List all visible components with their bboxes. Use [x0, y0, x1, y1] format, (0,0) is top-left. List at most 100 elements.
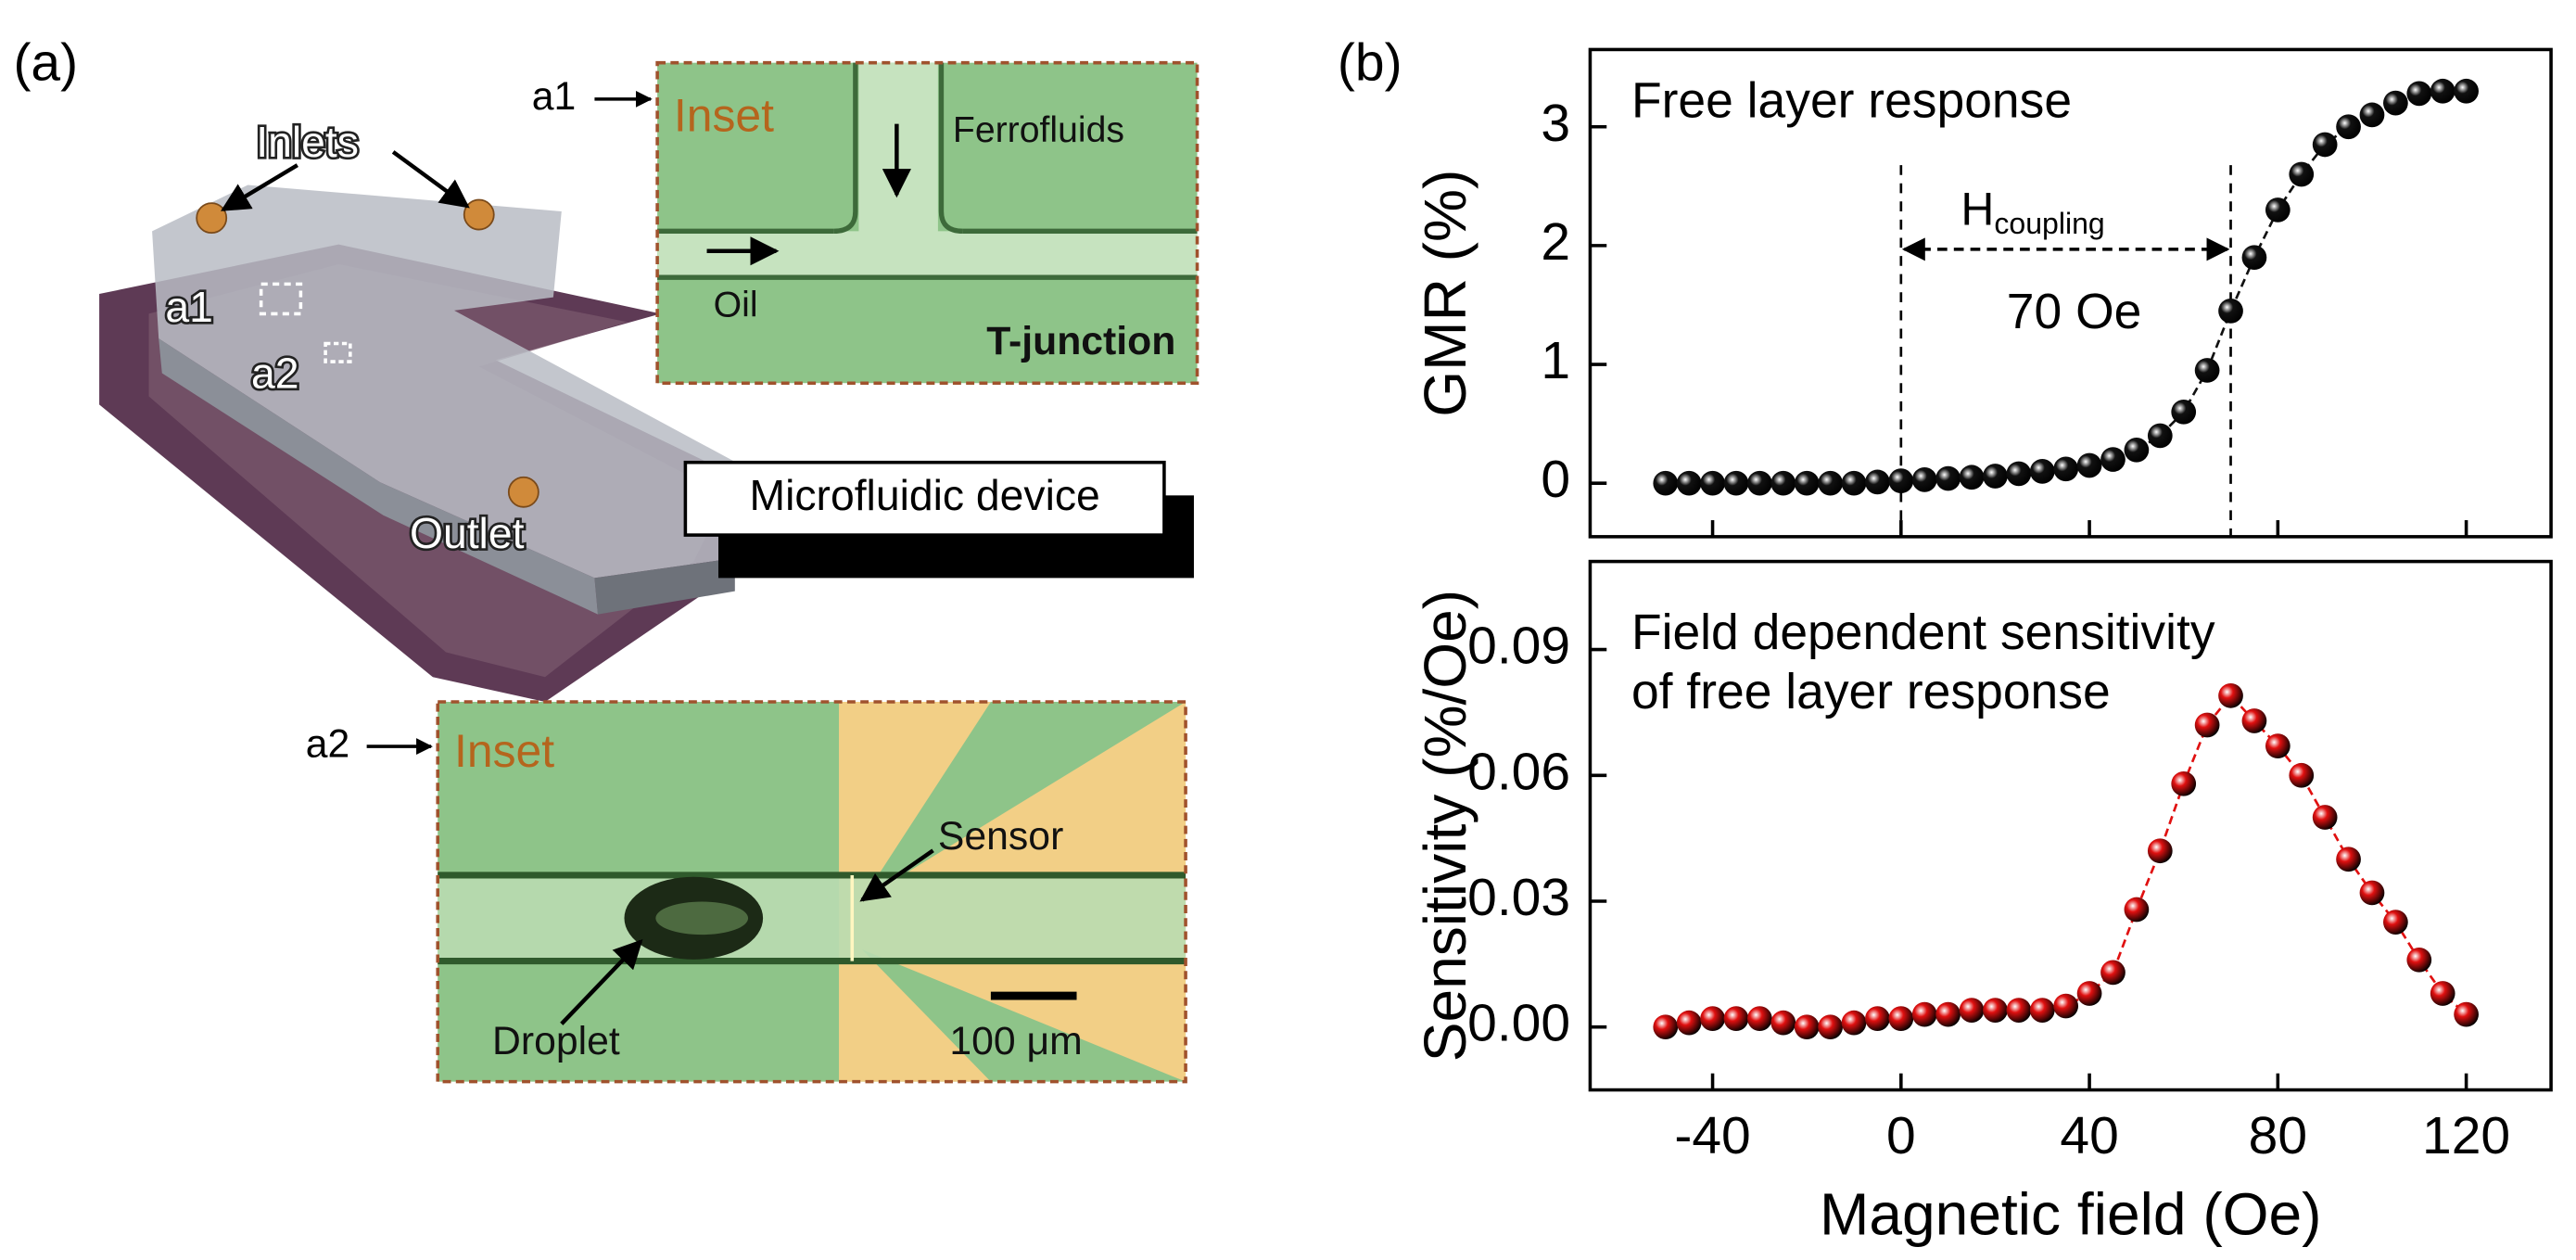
- data-point: [2194, 712, 2220, 738]
- data-point: [1770, 470, 1796, 496]
- data-point: [1794, 470, 1820, 496]
- data-point: [1676, 470, 1702, 496]
- data-point: [2289, 161, 2315, 187]
- data-point: [1653, 470, 1679, 496]
- data-point: [2312, 805, 2338, 830]
- inset-a2-image: [436, 700, 1187, 1084]
- data-point: [2289, 762, 2315, 788]
- label-box: [683, 460, 1166, 537]
- data-point: [2359, 102, 2385, 128]
- x-tick-label: 120: [2422, 1106, 2510, 1165]
- inset-label: Oil: [714, 286, 758, 325]
- x-tick-label: 0: [1886, 1106, 1916, 1165]
- data-point: [2194, 358, 2220, 383]
- inset-label: Ferrofluids: [953, 110, 1124, 150]
- data-point: [2029, 459, 2055, 484]
- data-point: [2430, 78, 2455, 104]
- inset-pointer: a2: [306, 721, 350, 766]
- inset-a1-image: [655, 60, 1199, 386]
- data-point: [1959, 998, 1985, 1023]
- data-point: [2053, 456, 2079, 482]
- inset-label: Droplet: [492, 1019, 620, 1063]
- inset-label: T-junction: [986, 319, 1175, 363]
- annotation: Free layer response: [1631, 73, 2072, 128]
- annotation: Field dependent sensitivity: [1631, 605, 2215, 660]
- data-point: [1865, 1006, 1890, 1032]
- data-point: [2100, 447, 2126, 472]
- data-point: [2241, 245, 2267, 271]
- data-point: [2076, 452, 2102, 478]
- photo-label: a2: [251, 349, 299, 397]
- y-tick-label: 0.06: [1467, 742, 1570, 801]
- data-point: [2454, 78, 2479, 104]
- inset-title: Inset: [674, 89, 774, 141]
- data-point: [1747, 1006, 1772, 1032]
- data-point: [2147, 838, 2173, 864]
- x-tick-label: 80: [2249, 1106, 2307, 1165]
- data-point: [1888, 468, 1914, 493]
- data-point: [2124, 437, 2150, 463]
- arrow: [391, 150, 470, 209]
- data-point: [1959, 465, 1985, 490]
- data-point: [1794, 1014, 1820, 1040]
- data-point: [2383, 90, 2408, 116]
- annotation: of free layer response: [1631, 665, 2111, 719]
- arrow: [221, 163, 298, 212]
- panel-label: (a): [13, 32, 78, 92]
- data-point: [1676, 1010, 1702, 1036]
- coupling-value: 70 Oe: [2007, 285, 2142, 339]
- coupling-label: Hcoupling: [1961, 184, 2104, 241]
- inset-title: Inset: [454, 725, 554, 777]
- data-point: [2336, 846, 2361, 872]
- data-point: [2359, 880, 2385, 906]
- data-point: [1723, 470, 1749, 496]
- data-point: [2265, 197, 2290, 223]
- x-tick-label: -40: [1674, 1106, 1750, 1165]
- data-point: [2454, 1001, 2479, 1027]
- data-point: [2100, 960, 2126, 986]
- data-point: [2218, 299, 2243, 324]
- data-point: [2147, 423, 2173, 449]
- scale-label: 100 μm: [949, 1019, 1082, 1063]
- device-photo: [99, 185, 777, 702]
- data-point: [2312, 132, 2338, 158]
- photo-label: Inlets: [256, 118, 359, 166]
- data-point: [2265, 733, 2290, 758]
- y-axis-label: Sensitivity (%/Oe): [1412, 590, 1478, 1062]
- inset-label: Sensor: [938, 814, 1063, 859]
- photo-label: Outlet: [410, 509, 525, 557]
- data-point: [1723, 1006, 1749, 1032]
- data-point: [2430, 981, 2455, 1006]
- plot-frame: [1588, 559, 2553, 1092]
- data-point: [2406, 947, 2432, 973]
- data-point: [1841, 470, 1867, 496]
- y-tick-label: 1: [1541, 331, 1570, 390]
- coupling-symbol: H: [1961, 184, 1994, 235]
- data-point: [1865, 469, 1890, 495]
- y-tick-label: 0: [1541, 450, 1570, 509]
- panel-label: (b): [1338, 32, 1402, 92]
- y-axis-label: GMR (%): [1412, 170, 1478, 417]
- data-point: [2171, 399, 2197, 425]
- device-label: Microfluidic device: [750, 471, 1100, 519]
- data-point: [1911, 466, 1937, 492]
- data-point: [2218, 682, 2243, 708]
- data-point: [2029, 998, 2055, 1023]
- plot-frame: [1588, 47, 2553, 539]
- data-point: [2406, 81, 2432, 107]
- y-tick-label: 0.09: [1467, 617, 1570, 676]
- y-tick-label: 2: [1541, 212, 1570, 272]
- y-tick-label: 0.00: [1467, 994, 1570, 1053]
- x-tick-label: 40: [2060, 1106, 2118, 1165]
- coupling-subscript: coupling: [1994, 207, 2104, 240]
- data-point: [1983, 464, 2008, 489]
- data-point: [1841, 1010, 1867, 1036]
- data-point: [1770, 1010, 1796, 1036]
- data-point: [2241, 708, 2267, 733]
- data-point: [2336, 114, 2361, 140]
- data-point: [1935, 465, 1961, 491]
- inset-pointer: a1: [532, 74, 577, 119]
- data-point: [1818, 470, 1843, 496]
